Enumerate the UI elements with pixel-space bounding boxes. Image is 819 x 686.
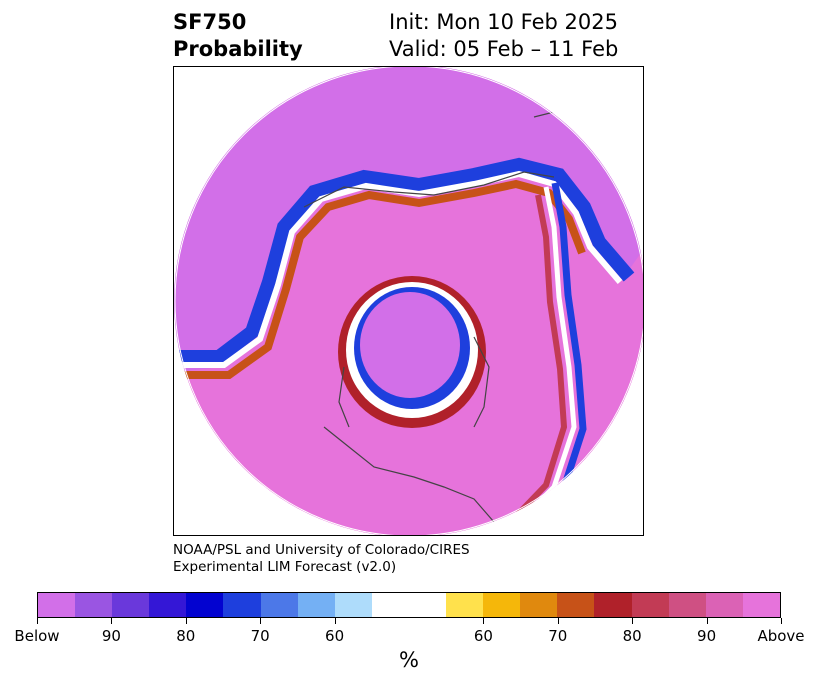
credit-block: NOAA/PSL and University of Colorado/CIRE… [173, 542, 470, 576]
colorbar-cell [557, 593, 595, 617]
polar-map [174, 67, 643, 535]
colorbar-tick [483, 618, 485, 624]
white-band [174, 170, 623, 368]
colorbar-unit: % [399, 648, 419, 672]
plot-title-right: Init: Mon 10 Feb 2025 Valid: 05 Feb – 11… [389, 9, 618, 63]
colorbar-cell [408, 593, 447, 617]
colorbar [37, 592, 781, 618]
coastline-north-america [323, 336, 495, 523]
colorbar-tick-label: 90 [697, 627, 717, 645]
colorbar-cell [149, 593, 187, 617]
init-date: Init: Mon 10 Feb 2025 [389, 10, 618, 34]
colorbar-tick [111, 618, 113, 624]
credit-line-1: NOAA/PSL and University of Colorado/CIRE… [173, 542, 470, 558]
colorbar-cell [446, 593, 484, 617]
valid-range: Valid: 05 Feb – 11 Feb [389, 37, 619, 61]
colorbar-tick [781, 618, 782, 624]
colorbar-tick [632, 618, 634, 624]
colorbar-cell [668, 593, 706, 617]
colorbar-tick-label: 70 [250, 627, 270, 645]
colorbar-cell [186, 593, 224, 617]
map-panel [173, 66, 644, 536]
eastern-ridge-red [493, 194, 568, 535]
colorbar-cell [483, 593, 521, 617]
colorbar-cell [112, 593, 150, 617]
colorbar-cell [631, 593, 669, 617]
colorbar-cell [520, 593, 558, 617]
disk-edge [174, 67, 643, 535]
colorbar-cell [371, 593, 409, 617]
below-normal-region [174, 67, 643, 372]
colorbar-tick-label: 60 [473, 627, 493, 645]
colorbar-cell [594, 593, 632, 617]
polar-loop-core [360, 292, 460, 398]
plot-title-left: SF750 Probability [173, 9, 303, 63]
colorbar-cell [38, 593, 76, 617]
colorbar-cell [260, 593, 298, 617]
variable-description: Probability [173, 37, 303, 61]
colorbar-tick [557, 618, 559, 624]
colorbar-tick-label: 80 [176, 627, 196, 645]
colorbar-tick-label: Below [14, 627, 60, 645]
colorbar-tick [334, 618, 336, 624]
colorbar-tick [37, 618, 38, 624]
colorbar-cell [742, 593, 780, 617]
colorbar-cell [223, 593, 261, 617]
colorbar-tick-label: 80 [622, 627, 642, 645]
colorbar-tick [706, 618, 708, 624]
colorbar-tick-label: 60 [325, 627, 345, 645]
credit-line-2: Experimental LIM Forecast (v2.0) [173, 559, 397, 575]
variable-name: SF750 [173, 10, 247, 34]
colorbar-tick-label: 70 [548, 627, 568, 645]
colorbar-cell [75, 593, 113, 617]
colorbar-tick-label: Above [757, 627, 805, 645]
colorbar-cell [705, 593, 743, 617]
colorbar-cell [334, 593, 372, 617]
colorbar-cell [297, 593, 335, 617]
colorbar-tick [260, 618, 262, 624]
colorbar-tick [185, 618, 187, 624]
colorbar-tick-label: 90 [101, 627, 121, 645]
blue-gradient-band [174, 157, 635, 364]
